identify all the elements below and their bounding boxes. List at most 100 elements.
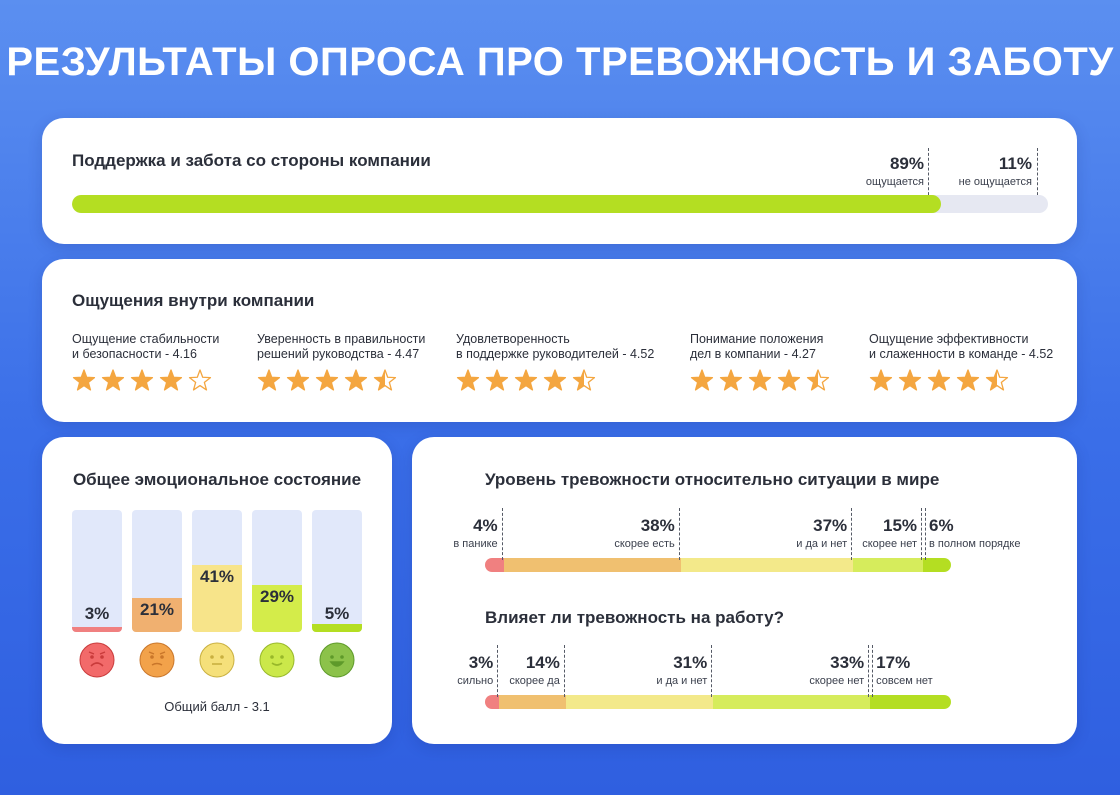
segment-3 xyxy=(680,558,854,572)
segment-2 xyxy=(503,558,682,572)
segment-percent: 33% xyxy=(830,653,865,672)
segment-marker xyxy=(851,508,853,560)
stars-efficiency xyxy=(869,369,1011,398)
star-full-icon xyxy=(956,369,980,391)
metric-label: и слаженности в команде - 4.52 xyxy=(869,347,1054,361)
metric-support: Удовлетворенность в поддержке руководите… xyxy=(456,332,656,362)
segment-marker xyxy=(497,645,499,697)
support-no-pct: 11% xyxy=(998,154,1032,173)
segment-marker xyxy=(501,508,503,560)
segment-percent: 37% xyxy=(813,516,848,535)
star-rating-svg xyxy=(869,369,1009,391)
star-full-icon xyxy=(257,369,281,391)
star-full-icon xyxy=(101,369,125,391)
star-half-icon xyxy=(985,369,1009,391)
metric-stability: Ощущение стабильности и безопасности - 4… xyxy=(72,332,272,362)
segment-marker xyxy=(925,508,927,560)
star-full-icon xyxy=(748,369,772,391)
star-full-icon xyxy=(344,369,368,391)
emotion-bar xyxy=(192,510,242,632)
segment-5 xyxy=(923,558,951,572)
star-full-icon xyxy=(286,369,310,391)
metric-label: решений руководства - 4.47 xyxy=(257,347,420,361)
segment-5 xyxy=(870,695,951,709)
star-full-icon xyxy=(130,369,154,391)
segment-bar-track xyxy=(485,695,951,709)
segment-marker xyxy=(868,645,870,697)
star-half-icon xyxy=(373,369,397,391)
support-yes-pct: 89% xyxy=(889,154,924,173)
segment-marker xyxy=(872,645,874,697)
emotion-bar-label: 3% xyxy=(84,604,110,623)
segment-label: совсем нет xyxy=(876,675,933,687)
support-no-marker xyxy=(1037,148,1038,200)
support-card: Поддержка и забота со стороны компании 8… xyxy=(42,118,1077,244)
stars-leadership xyxy=(257,369,399,398)
segment-label: скорее нет xyxy=(809,675,865,687)
segment-2 xyxy=(499,695,567,709)
emotion-card: Общее эмоциональное состояние 3% 21% 41% 29… xyxy=(42,437,392,744)
segment-percent: 31% xyxy=(673,653,708,672)
emotion-bar xyxy=(252,510,302,632)
star-full-icon xyxy=(927,369,951,391)
segment-percent: 6% xyxy=(929,516,954,535)
segment-3 xyxy=(565,695,714,709)
emotion-bar-fill xyxy=(312,623,362,632)
support-no-label: не ощущается xyxy=(958,176,1032,188)
star-rating-svg xyxy=(456,369,596,391)
segment-label: и да и нет xyxy=(656,675,708,687)
work-title: Влияет ли тревожность на работу? xyxy=(485,608,785,627)
star-full-icon xyxy=(869,369,893,391)
support-bar-track xyxy=(72,195,1048,213)
star-full-icon xyxy=(777,369,801,391)
star-half-icon xyxy=(572,369,596,391)
support-title: Поддержка и забота со стороны компании xyxy=(72,151,431,170)
emotion-bar xyxy=(72,510,122,632)
segment-label: сильно xyxy=(457,675,494,687)
segment-1 xyxy=(485,695,500,709)
worried-face-icon xyxy=(139,642,175,678)
segment-1 xyxy=(485,558,505,572)
emotion-bar-fill xyxy=(192,565,242,632)
segment-percent: 3% xyxy=(468,653,494,672)
feelings-title: Ощущения внутри компании xyxy=(72,291,315,310)
metric-label: Уверенность в правильности xyxy=(257,332,426,346)
metric-label: дел в компании - 4.27 xyxy=(690,347,816,361)
segment-percent: 4% xyxy=(473,516,498,535)
support-yes-marker xyxy=(928,148,929,200)
segment-4 xyxy=(853,558,924,572)
segment-label: и да и нет xyxy=(796,538,848,550)
star-rating-svg xyxy=(690,369,830,391)
segment-label: в полном порядке xyxy=(929,538,1021,550)
stars-understanding xyxy=(690,369,832,398)
star-full-icon xyxy=(543,369,567,391)
emotion-score: Общий балл - 3.1 xyxy=(164,699,270,714)
star-full-icon xyxy=(898,369,922,391)
metric-understanding: Понимание положения дел в компании - 4.2… xyxy=(690,332,890,362)
star-full-icon xyxy=(315,369,339,391)
segment-label: в панике xyxy=(453,538,498,550)
segment-bar-track xyxy=(485,558,951,572)
segment-marker xyxy=(678,508,680,560)
star-full-icon xyxy=(485,369,509,391)
metric-label: Ощущение эффективности xyxy=(869,332,1029,346)
support-yes-label: ощущается xyxy=(865,176,924,188)
neutral-face-icon xyxy=(199,642,235,678)
emotion-bar-fill xyxy=(72,627,122,632)
emotion-bar-fill xyxy=(252,584,302,632)
star-full-icon xyxy=(456,369,480,391)
segment-label: скорее нет xyxy=(862,538,918,550)
segment-percent: 38% xyxy=(640,516,675,535)
segment-4 xyxy=(713,695,871,709)
segment-percent: 17% xyxy=(876,653,911,672)
feelings-card: Ощущения внутри компании Ощущение стабил… xyxy=(42,259,1077,422)
segment-percent: 14% xyxy=(525,653,560,672)
emotion-bar-label: 5% xyxy=(324,604,350,623)
segment-marker xyxy=(563,645,565,697)
metric-leadership: Уверенность в правильности решений руков… xyxy=(257,332,457,362)
emotion-title: Общее эмоциональное состояние xyxy=(72,470,362,489)
slight-smile-face-icon xyxy=(259,642,295,678)
emotion-bar-fill xyxy=(132,597,182,632)
page-title: РЕЗУЛЬТАТЫ ОПРОСА ПРО ТРЕВОЖНОСТЬ И ЗАБО… xyxy=(6,40,1114,84)
metric-efficiency: Ощущение эффективности и слаженности в к… xyxy=(869,332,1069,362)
